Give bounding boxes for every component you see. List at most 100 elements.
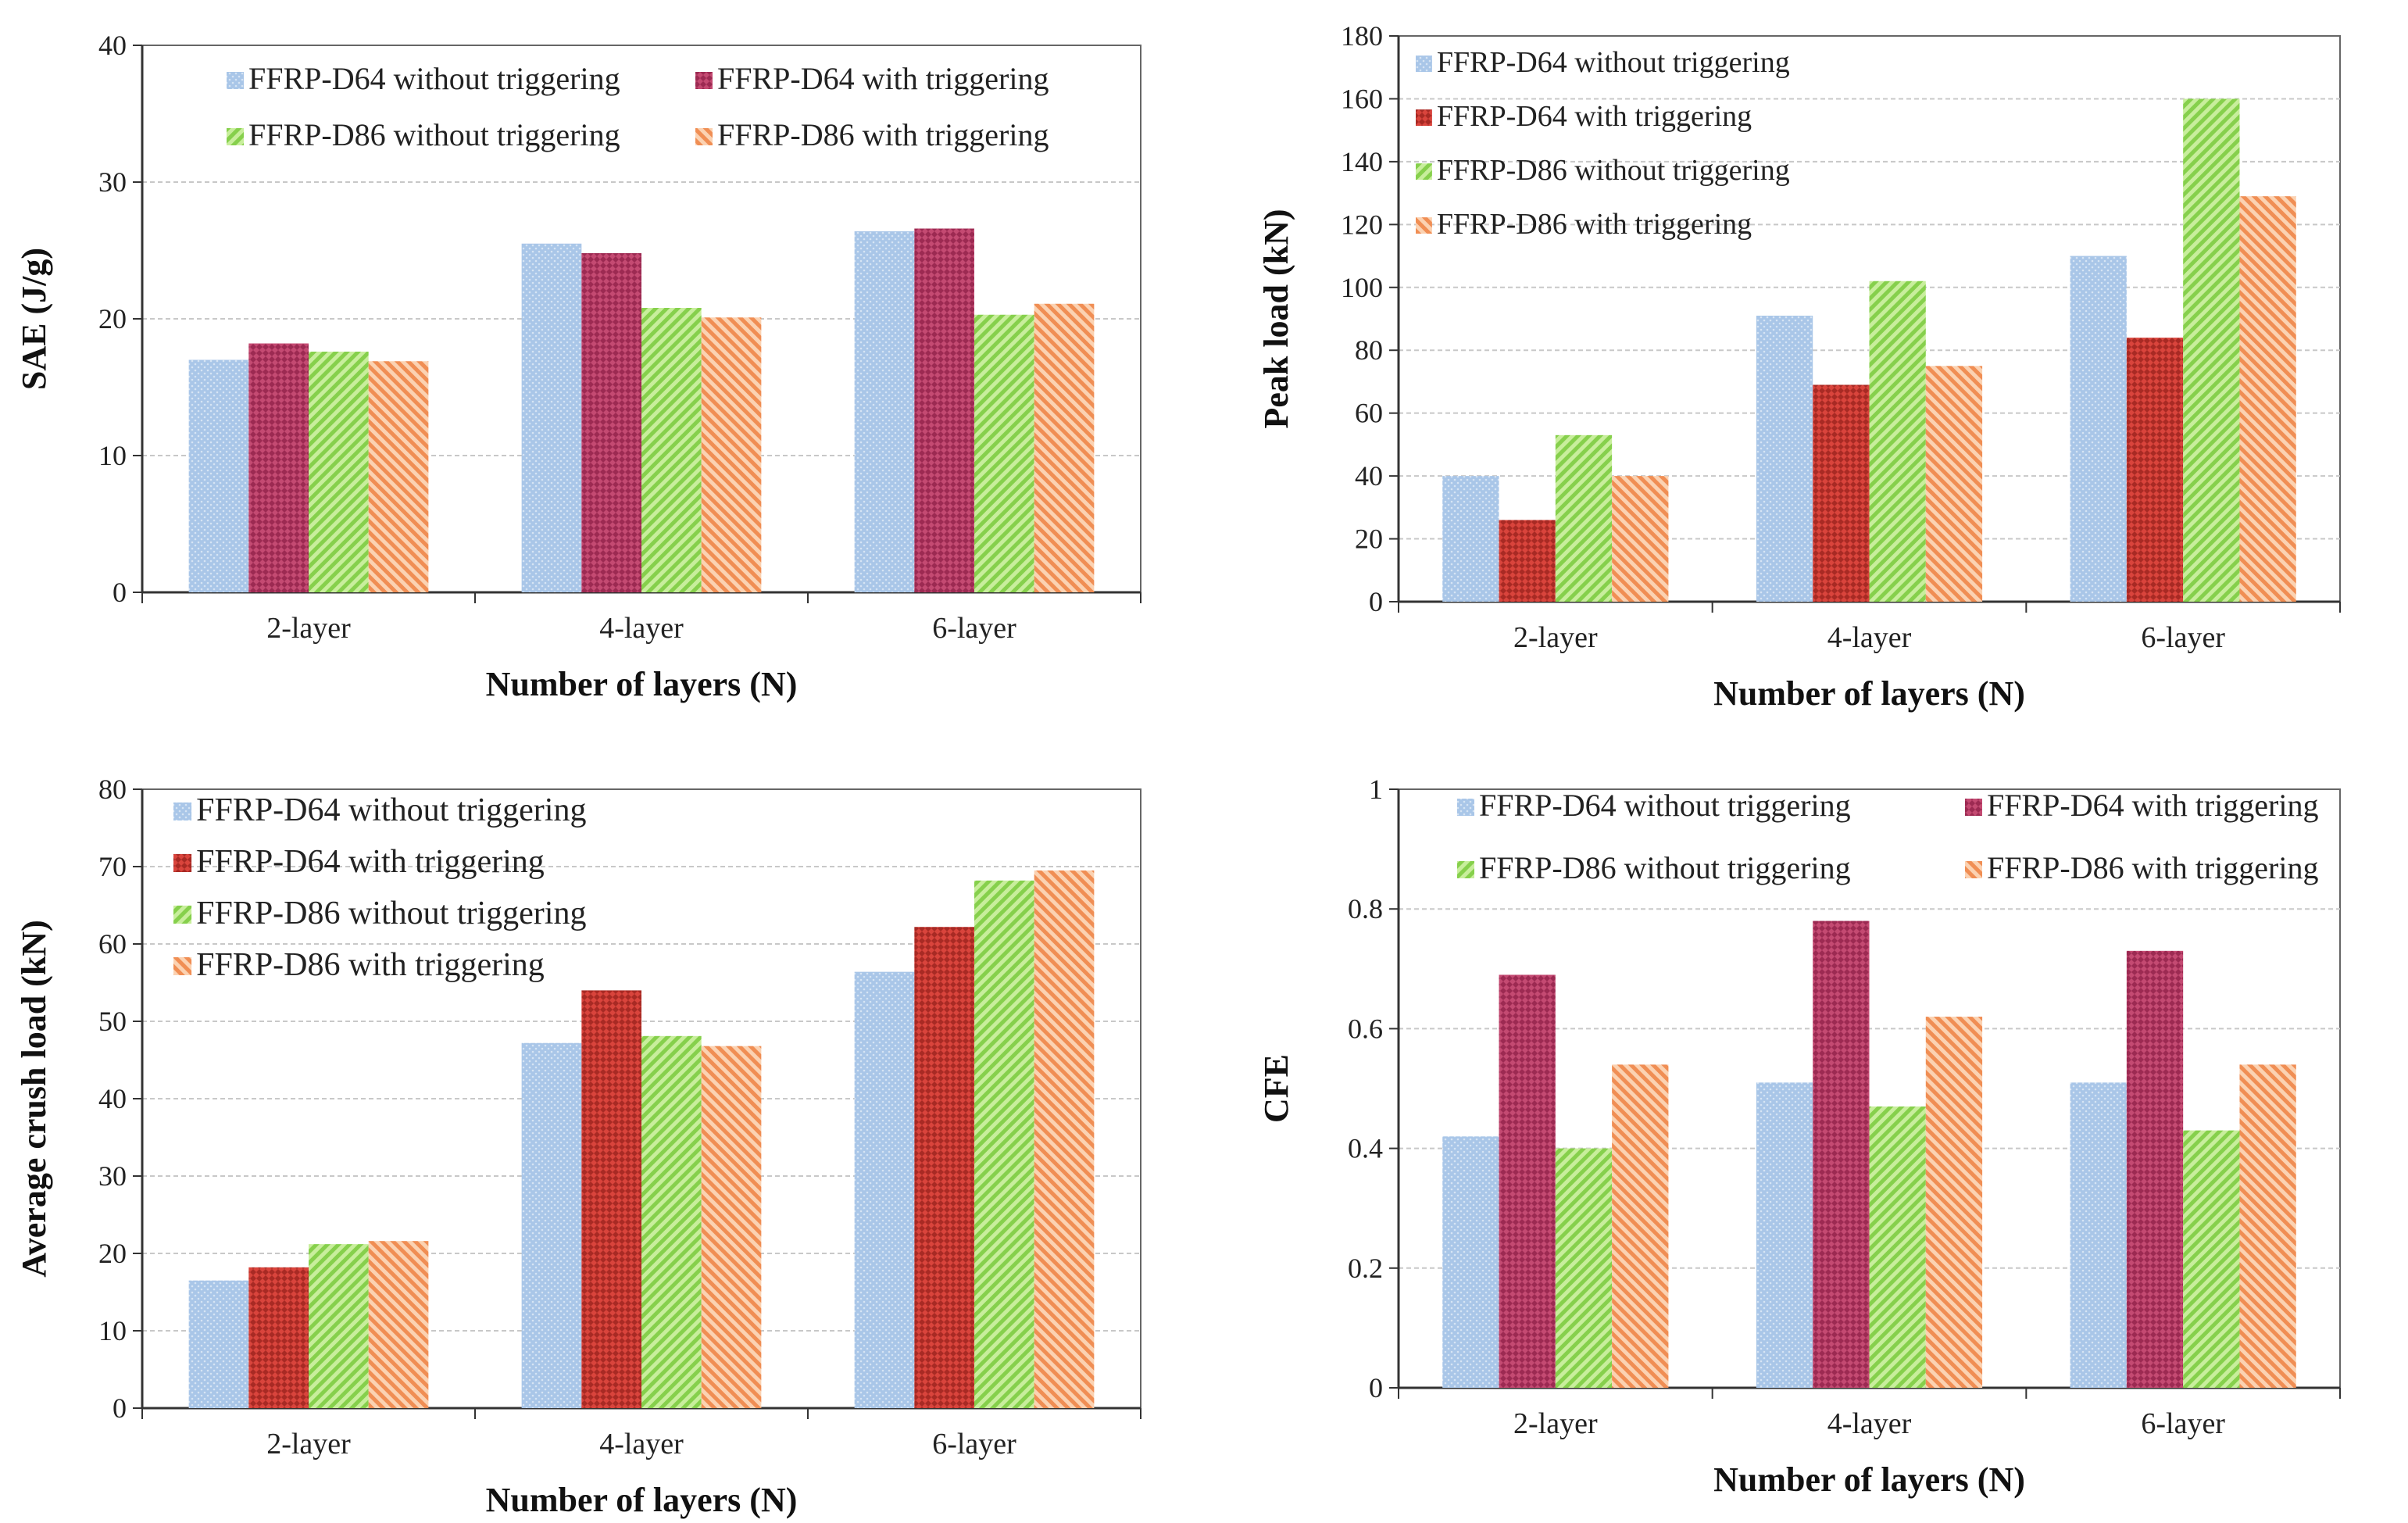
- bar-ffrp-d64-without-triggering-4-layer: [521, 1042, 582, 1408]
- bar-ffrp-d64-with-triggering-2-layer: [248, 1267, 309, 1408]
- y-axis-title: Peak load (kN): [1257, 209, 1295, 428]
- bar-ffrp-d64-without-triggering-6-layer: [854, 971, 915, 1408]
- x-tick-label: 2-layer: [266, 612, 351, 645]
- legend-swatch-ffrp-d86-without-triggering: [1457, 861, 1474, 878]
- bar-ffrp-d64-with-triggering-4-layer: [581, 990, 641, 1408]
- x-tick-label: 6-layer: [2141, 1407, 2225, 1440]
- bar-ffrp-d64-without-triggering-6-layer: [2070, 256, 2127, 602]
- y-tick-label: 30: [98, 166, 127, 198]
- bar-ffrp-d86-without-triggering-6-layer: [974, 880, 1034, 1408]
- legend-label-ffrp-d64-with-triggering: FFRP-D64 with triggering: [196, 844, 545, 880]
- bar-ffrp-d64-with-triggering-4-layer: [1813, 384, 1870, 602]
- legend-label-ffrp-d86-with-triggering: FFRP-D86 with triggering: [196, 947, 545, 983]
- legend: FFRP-D64 without triggering FFRP-D64 with…: [173, 792, 586, 983]
- legend-swatch-ffrp-d86-without-triggering: [173, 905, 192, 924]
- y-tick-label: 20: [98, 1238, 127, 1269]
- bar-ffrp-d64-with-triggering-6-layer: [914, 228, 974, 592]
- x-axis-title: Number of layers (N): [1713, 674, 2025, 713]
- legend: FFRP-D64 without triggering FFRP-D64 with…: [1457, 788, 2318, 885]
- y-tick-label: 0: [113, 1393, 127, 1424]
- legend-label-ffrp-d64-without-triggering: FFRP-D64 without triggering: [248, 61, 620, 96]
- legend: FFRP-D64 without triggering FFRP-D64 with…: [1416, 46, 1790, 241]
- y-tick-label: 1: [1369, 774, 1383, 805]
- y-tick-label: 60: [1355, 398, 1383, 429]
- legend-swatch-ffrp-d86-with-triggering: [1416, 217, 1432, 234]
- y-tick-label: 10: [98, 1315, 127, 1346]
- bar-ffrp-d86-without-triggering-2-layer: [1555, 434, 1613, 602]
- bar-ffrp-d64-with-triggering-6-layer: [914, 927, 974, 1408]
- y-tick-label: 0.4: [1348, 1133, 1383, 1164]
- legend-label-ffrp-d86-with-triggering: FFRP-D86 with triggering: [1437, 208, 1752, 241]
- y-tick-label: 70: [98, 851, 127, 882]
- legend-swatch-ffrp-d64-with-triggering: [695, 72, 713, 89]
- bar-ffrp-d86-without-triggering-4-layer: [1869, 281, 1926, 602]
- bar-ffrp-d86-with-triggering-4-layer: [701, 1046, 762, 1408]
- legend-label-ffrp-d86-with-triggering: FFRP-D86 with triggering: [717, 117, 1049, 152]
- y-tick-label: 100: [1341, 272, 1383, 303]
- bar-ffrp-d86-with-triggering-6-layer: [2239, 1064, 2296, 1388]
- bar-ffrp-d64-with-triggering-2-layer: [248, 343, 309, 592]
- x-tick-label: 6-layer: [932, 1428, 1016, 1460]
- legend-label-ffrp-d64-without-triggering: FFRP-D64 without triggering: [1437, 46, 1790, 79]
- y-tick-label: 40: [1355, 460, 1383, 492]
- y-tick-label: 20: [98, 303, 127, 334]
- average-crush-load-chart: 0 10 20 30 40 50 60 70 80 2-layer 4-layer 6-layer Nu…: [15, 774, 1141, 1519]
- legend-label-ffrp-d86-without-triggering: FFRP-D86 without triggering: [196, 896, 586, 931]
- legend-swatch-ffrp-d64-without-triggering: [1457, 799, 1474, 816]
- bar-ffrp-d86-with-triggering-4-layer: [701, 317, 762, 592]
- bar-ffrp-d86-with-triggering-4-layer: [1925, 366, 1983, 602]
- legend-swatch-ffrp-d64-without-triggering: [1416, 55, 1432, 72]
- bar-ffrp-d86-with-triggering-2-layer: [1612, 476, 1669, 602]
- y-tick-label: 80: [98, 774, 127, 805]
- legend-swatch-ffrp-d86-with-triggering: [173, 956, 192, 975]
- sae-chart: 0 10 20 30 40 2-layer 4-layer 6-layer Number of …: [15, 30, 1141, 703]
- bar-ffrp-d86-with-triggering-2-layer: [1612, 1064, 1669, 1388]
- y-tick-label: 30: [98, 1160, 127, 1192]
- y-tick-label: 0: [113, 577, 127, 608]
- bar-ffrp-d86-with-triggering-6-layer: [1034, 303, 1095, 592]
- x-tick-label: 2-layer: [1513, 621, 1598, 654]
- bar-ffrp-d64-with-triggering-4-layer: [1813, 921, 1870, 1388]
- y-tick-label: 10: [98, 440, 127, 471]
- legend-swatch-ffrp-d86-without-triggering: [227, 128, 244, 145]
- bar-ffrp-d86-with-triggering-6-layer: [2239, 196, 2296, 602]
- y-tick-label: 60: [98, 928, 127, 960]
- bar-ffrp-d64-without-triggering-2-layer: [188, 1280, 249, 1408]
- bar-ffrp-d86-with-triggering-6-layer: [1034, 870, 1095, 1408]
- bar-ffrp-d86-without-triggering-4-layer: [641, 308, 702, 592]
- bar-ffrp-d86-with-triggering-2-layer: [368, 1241, 429, 1408]
- legend-swatch-ffrp-d64-without-triggering: [173, 802, 192, 820]
- y-tick-label: 80: [1355, 334, 1383, 366]
- x-tick-label: 2-layer: [1513, 1407, 1598, 1440]
- legend-swatch-ffrp-d86-with-triggering: [695, 128, 713, 145]
- bar-ffrp-d64-without-triggering-6-layer: [2070, 1082, 2127, 1388]
- bar-ffrp-d64-with-triggering-2-layer: [1499, 520, 1556, 602]
- legend-label-ffrp-d86-without-triggering: FFRP-D86 without triggering: [1479, 850, 1851, 885]
- y-tick-label: 50: [98, 1006, 127, 1037]
- bar-ffrp-d86-without-triggering-4-layer: [1869, 1106, 1926, 1388]
- legend-label-ffrp-d64-with-triggering: FFRP-D64 with triggering: [1987, 788, 2318, 823]
- bar-ffrp-d64-without-triggering-2-layer: [1442, 1136, 1499, 1388]
- legend: FFRP-D64 without triggering FFRP-D64 with…: [227, 61, 1049, 152]
- bar-ffrp-d86-without-triggering-6-layer: [2183, 98, 2240, 602]
- legend-label-ffrp-d86-without-triggering: FFRP-D86 without triggering: [248, 117, 620, 152]
- bar-ffrp-d64-without-triggering-4-layer: [1756, 1082, 1813, 1388]
- bar-ffrp-d64-with-triggering-4-layer: [581, 253, 641, 592]
- bar-ffrp-d86-without-triggering-6-layer: [974, 314, 1034, 592]
- bar-ffrp-d86-with-triggering-2-layer: [368, 361, 429, 592]
- bar-ffrp-d86-without-triggering-4-layer: [641, 1035, 702, 1408]
- y-tick-label: 180: [1341, 20, 1383, 52]
- y-tick-label: 0: [1369, 1372, 1383, 1403]
- y-tick-label: 140: [1341, 146, 1383, 177]
- legend-swatch-ffrp-d64-with-triggering: [173, 853, 192, 872]
- x-tick-label: 4-layer: [1827, 1407, 1912, 1440]
- y-tick-label: 20: [1355, 524, 1383, 555]
- legend-label-ffrp-d64-without-triggering: FFRP-D64 without triggering: [1479, 788, 1851, 823]
- y-axis-title: SAE (J/g): [15, 248, 53, 390]
- peak-load-chart: 0 20 40 60 80 100 120 140 160 180 2-layer 4-layer 6-…: [1257, 20, 2341, 713]
- x-axis-title: Number of layers (N): [1713, 1460, 2025, 1499]
- bar-ffrp-d64-with-triggering-6-layer: [2126, 338, 2184, 602]
- bar-ffrp-d64-without-triggering-6-layer: [854, 231, 915, 592]
- y-tick-label: 40: [98, 30, 127, 61]
